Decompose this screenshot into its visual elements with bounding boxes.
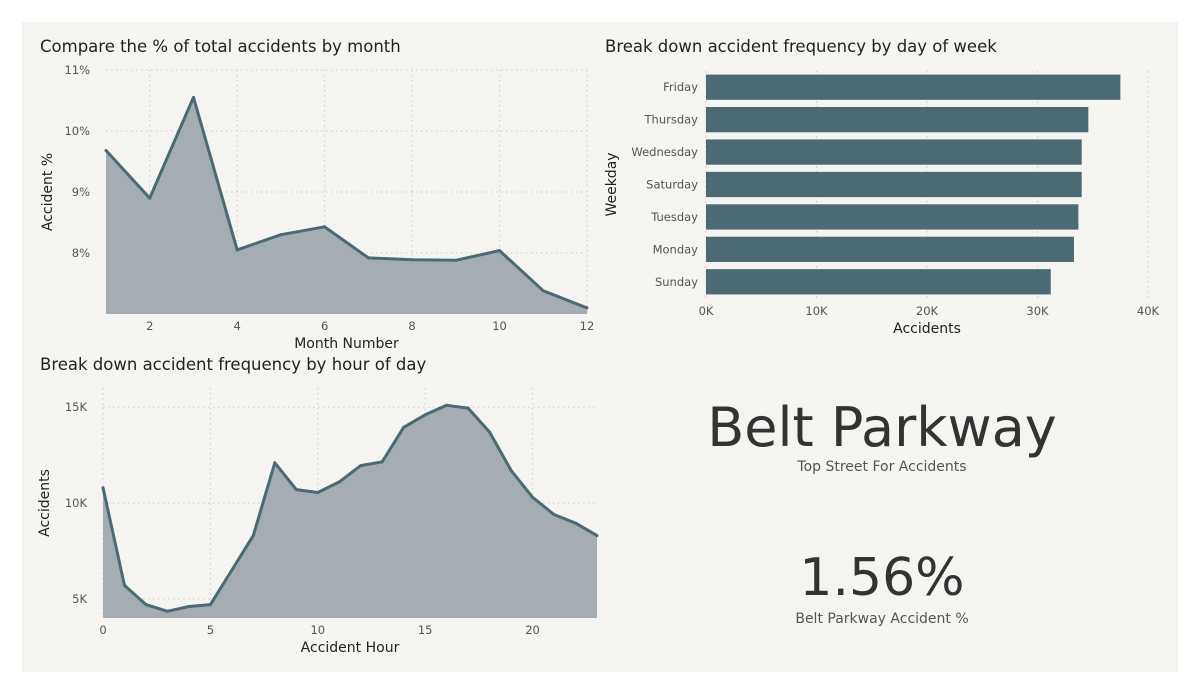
month-area-fill — [106, 97, 587, 315]
month-chart-title: Compare the % of total accidents by mont… — [40, 37, 401, 56]
hour-data-point — [187, 605, 191, 608]
hour-data-point — [380, 460, 384, 464]
hour-data-point — [552, 513, 556, 516]
month-data-point — [279, 233, 283, 237]
weekday-y-axis-label: Weekday — [604, 152, 620, 216]
hour-area-chart: 0 5 10 15 20 5K 10K 15K Accident Hour Accidents — [37, 388, 599, 656]
month-data-point — [410, 258, 414, 262]
month-data-point — [541, 289, 545, 293]
hour-data-point — [531, 495, 535, 499]
weekday-category-label: Wednesday — [631, 145, 698, 159]
hour-data-point — [208, 603, 212, 607]
month-data-point — [191, 95, 195, 99]
month-y-tick: 9% — [72, 185, 90, 199]
weekday-x-axis-label: Accidents — [893, 321, 961, 337]
month-x-axis-label: Month Number — [294, 336, 399, 352]
weekday-bar — [706, 106, 1089, 133]
month-data-point — [498, 249, 502, 253]
month-x-tick: 4 — [234, 319, 241, 333]
month-x-tick: 2 — [146, 319, 153, 333]
month-data-point — [366, 256, 370, 260]
month-data-point — [148, 196, 152, 200]
month-data-point — [235, 248, 239, 252]
hour-data-point — [466, 406, 470, 410]
month-y-tick: 11% — [64, 63, 90, 77]
weekday-category-label: Saturday — [646, 178, 698, 192]
weekday-bar — [706, 269, 1051, 295]
month-x-tick: 6 — [321, 319, 328, 333]
weekday-bar — [706, 236, 1074, 263]
hour-x-tick: 15 — [418, 623, 433, 637]
hour-x-axis-label: Accident Hour — [301, 640, 400, 656]
month-x-tick: 12 — [580, 319, 595, 333]
month-data-point — [454, 258, 458, 262]
hour-data-point — [122, 583, 126, 587]
month-data-point — [323, 225, 327, 229]
month-data-point — [585, 306, 589, 310]
weekday-bar — [706, 171, 1082, 198]
weekday-category-label: Thursday — [644, 113, 699, 127]
hour-data-point — [316, 490, 320, 494]
weekday-category-label: Monday — [653, 242, 699, 256]
hour-data-point — [359, 464, 363, 468]
hour-data-point — [337, 480, 341, 484]
hour-data-point — [273, 461, 277, 465]
weekday-bar — [706, 204, 1079, 230]
month-series-line — [104, 95, 588, 310]
hour-y-axis-label: Accidents — [37, 469, 53, 537]
hour-x-tick: 5 — [207, 623, 214, 637]
hour-data-point — [488, 430, 492, 434]
weekday-x-tick: 0K — [699, 304, 714, 318]
weekday-x-tick: 40K — [1137, 304, 1160, 318]
hour-data-point — [574, 521, 578, 525]
hour-data-point — [101, 486, 105, 490]
weekday-bar — [706, 74, 1121, 100]
hour-data-point — [423, 413, 427, 417]
weekday-category-label: Sunday — [655, 275, 698, 289]
hour-x-tick: 10 — [310, 623, 325, 637]
accident-pct-label: Belt Parkway Accident % — [795, 611, 969, 627]
hour-chart-title: Break down accident frequency by hour of… — [40, 355, 427, 374]
hour-data-point — [144, 603, 148, 607]
hour-data-point — [165, 609, 169, 613]
hour-data-point — [294, 488, 298, 492]
dashboard-canvas: Compare the % of total accidents by mont… — [22, 22, 1178, 672]
weekday-x-tick: 20K — [916, 304, 939, 318]
hour-y-tick: 15K — [65, 400, 88, 414]
hour-data-point — [230, 568, 234, 572]
month-x-tick: 8 — [408, 319, 415, 333]
hour-x-tick: 20 — [525, 623, 540, 637]
hour-series-line — [101, 403, 598, 613]
month-data-point — [104, 149, 108, 153]
weekday-category-label: Tuesday — [650, 210, 698, 224]
hour-y-tick: 10K — [65, 496, 88, 510]
top-street-value: Belt Parkway — [707, 396, 1057, 459]
hour-data-point — [251, 534, 255, 538]
hour-area-fill — [103, 405, 597, 618]
weekday-x-tick: 30K — [1026, 304, 1049, 318]
hour-data-point — [402, 425, 406, 429]
weekday-category-label: Friday — [663, 80, 698, 94]
month-area-chart: 2 4 6 8 10 12 8% 9% 10% 11% Month Number Accident % — [40, 63, 595, 352]
hour-data-point — [595, 534, 599, 538]
top-street-label: Top Street For Accidents — [797, 459, 967, 475]
hour-data-point — [445, 403, 449, 407]
hour-data-point — [509, 468, 513, 472]
hour-y-tick: 5K — [72, 592, 87, 606]
weekday-bar — [706, 139, 1082, 165]
hour-x-tick: 0 — [99, 623, 106, 637]
weekday-x-tick: 10K — [805, 304, 828, 318]
month-y-axis-label: Accident % — [40, 153, 56, 231]
accident-pct-value: 1.56% — [799, 548, 965, 608]
month-x-tick: 10 — [492, 319, 507, 333]
month-y-tick: 10% — [64, 124, 90, 138]
weekday-bar-chart: 0K 10K 20K 30K 40K Friday Thursday Wednesday Sat… — [604, 71, 1160, 337]
weekday-chart-title: Break down accident frequency by day of … — [605, 37, 997, 56]
month-y-tick: 8% — [72, 246, 90, 260]
